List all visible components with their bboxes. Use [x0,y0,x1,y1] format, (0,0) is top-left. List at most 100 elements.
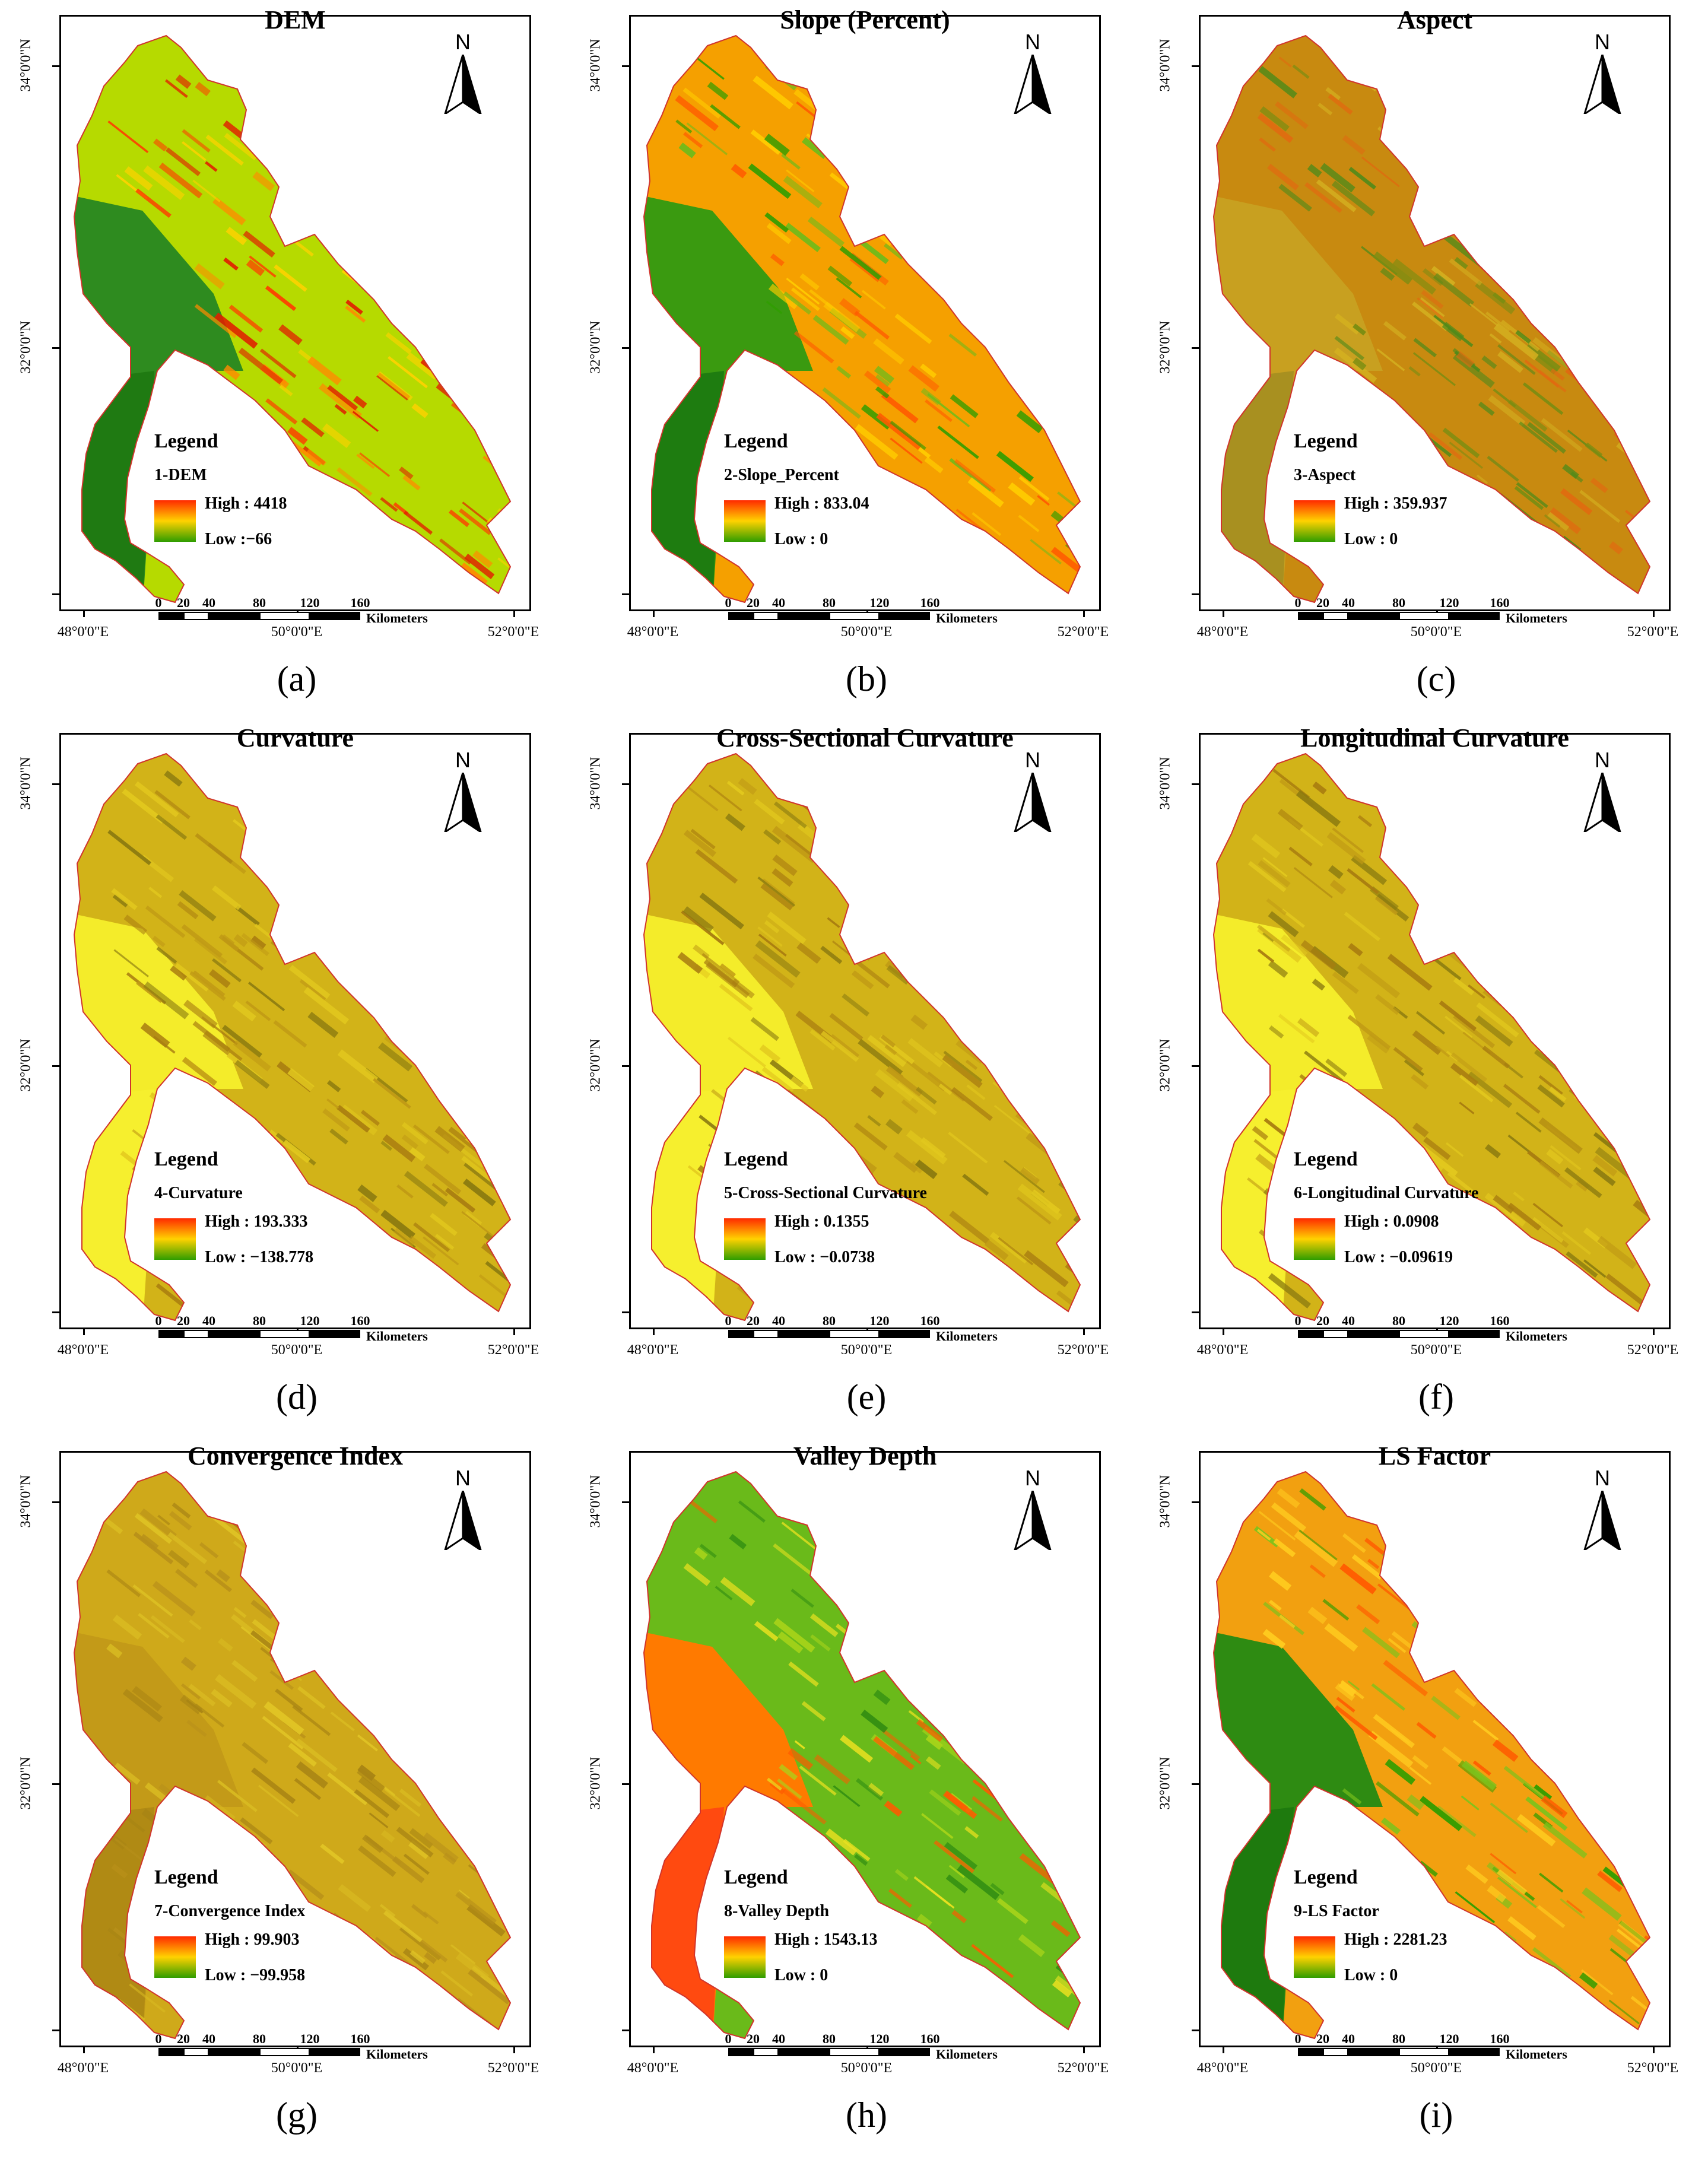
legend-low-value: Low : −0.09619 [1344,1248,1453,1266]
lat-tick [622,1311,630,1313]
panel-letter: (i) [1419,2095,1453,2135]
panel-letter: (d) [276,1377,318,1417]
scale-bar-segment [209,2048,259,2056]
scale-tick-label: 120 [300,1313,320,1328]
legend-layer-name: 9-LS Factor [1294,1902,1379,1920]
scale-bar-segment [310,1330,360,1338]
map-panel: DEM N 34°0'0"N 32°0'0"N 48°0'0"E 50°0'0"E 52°0… [0,0,539,712]
lat-tick [52,1311,61,1313]
scale-bar-segment [310,2048,360,2056]
scale-bar-segment [753,2048,779,2056]
scale-bar: 0 20 40 80 120 160 Kilometers [725,2031,1034,2074]
map-legend: Legend 7-Convergence Index High : 99.903 Lo… [154,1866,421,2032]
lat-tick [52,783,61,785]
legend-heading: Legend [724,430,788,452]
scale-tick-label: 160 [350,595,370,610]
map-legend: Legend 5-Cross-Sectional Curvature High : … [724,1148,991,1314]
map-panel: Longitudinal Curvature N 34°0'0"N 32°0'0"N 4… [1139,718,1679,1430]
color-ramp [724,1218,766,1260]
lat-tick [1192,65,1200,67]
lon-label: 48°0'0"E [627,624,679,640]
scale-bar-segment [183,612,209,620]
lat-tick [1192,783,1200,785]
north-label: N [1025,748,1040,772]
legend-layer-name: 2-Slope_Percent [724,466,839,484]
panel-letter: (e) [846,1377,887,1417]
lon-label: 50°0'0"E [1410,2060,1462,2076]
scale-unit: Kilometers [936,611,998,625]
lon-label: 52°0'0"E [1627,2060,1679,2076]
scale-tick-label: 160 [920,2031,940,2046]
lon-label: 52°0'0"E [1057,624,1109,640]
scale-unit: Kilometers [366,2047,428,2062]
scale-unit: Kilometers [1506,611,1567,625]
lat-tick [622,2030,630,2031]
scale-bar-segment [1298,612,1323,620]
panel-title: DEM [265,5,326,34]
basin-map [629,733,1101,1329]
legend-low-value: Low : 0 [774,1966,828,1984]
legend-low-value: Low : 0 [1344,1966,1398,1984]
scale-tick-label: 20 [177,595,190,610]
north-arrow-icon: N [439,1466,487,1550]
lon-tick [1223,2046,1224,2053]
legend-layer-name: 6-Longitudinal Curvature [1294,1184,1479,1202]
lat-label-text: 32°0'0"N [1157,320,1173,374]
scale-bar-segment [1449,2048,1500,2056]
scale-bar-segment [1348,612,1399,620]
lon-label: 52°0'0"E [487,624,539,640]
scale-bar-segment [1298,1330,1323,1338]
scale-tick-label: 80 [823,2031,836,2046]
scale-tick-label: 40 [202,2031,215,2046]
scale-tick-label: 120 [1439,2031,1459,2046]
color-ramp [724,1936,766,1978]
legend-heading: Legend [154,1866,218,1888]
scale-bar-segment [880,612,930,620]
scale-tick-label: 0 [155,2031,162,2046]
scale-bar-segment [753,1330,779,1338]
scale-tick-label: 40 [1342,1313,1355,1328]
scale-bar-segment [829,612,880,620]
north-label: N [455,30,471,54]
basin-map [629,1451,1101,2047]
scale-tick-label: 40 [1342,2031,1355,2046]
panel-title: Curvature [236,723,354,752]
scale-bar: 0 20 40 80 120 160 Kilometers [155,1313,464,1356]
lat-label-text: 34°0'0"N [1157,1475,1173,1528]
scale-tick-label: 0 [1294,2031,1301,2046]
lon-tick [1083,610,1085,617]
legend-layer-name: 3-Aspect [1294,466,1356,484]
scale-bar-segment [1399,2048,1449,2056]
scale-tick-label: 20 [1316,2031,1329,2046]
scale-unit: Kilometers [366,1329,428,1344]
north-arrow-icon: N [1579,1466,1626,1550]
lat-tick [622,65,630,67]
lat-tick [52,1501,61,1503]
scale-bar-segment [728,2048,753,2056]
lon-label: 48°0'0"E [1196,624,1249,640]
legend-heading: Legend [154,430,218,452]
basin-map [59,1451,531,2047]
basin-map [59,733,531,1329]
scale-tick-label: 80 [1392,1313,1405,1328]
map-legend: Legend 2-Slope_Percent High : 833.04 Low : … [724,430,991,596]
lon-label: 52°0'0"E [1057,1342,1109,1358]
lon-label: 50°0'0"E [271,2060,323,2076]
scale-bar-segment [1323,612,1348,620]
legend-low-value: Low : 0 [774,530,828,548]
lon-label: 50°0'0"E [840,624,893,640]
scale-tick-label: 120 [300,2031,320,2046]
lon-tick [83,610,85,617]
legend-high-value: High : 193.333 [205,1212,308,1231]
legend-layer-name: 4-Curvature [154,1184,243,1202]
map-legend: Legend 6-Longitudinal Curvature High : 0.0… [1294,1148,1561,1314]
map-panel: Convergence Index N 34°0'0"N 32°0'0"N 48°0'0… [0,1436,539,2148]
scale-tick-label: 40 [772,1313,785,1328]
map-legend: Legend 8-Valley Depth High : 1543.13 Low : … [724,1866,991,2032]
lon-label: 48°0'0"E [57,1342,109,1358]
scale-tick-label: 0 [1294,595,1301,610]
scale-tick-label: 20 [747,595,760,610]
map-legend: Legend 3-Aspect High : 359.937 Low : 0 [1294,430,1561,596]
lon-tick [513,610,515,617]
lon-label: 50°0'0"E [271,1342,323,1358]
